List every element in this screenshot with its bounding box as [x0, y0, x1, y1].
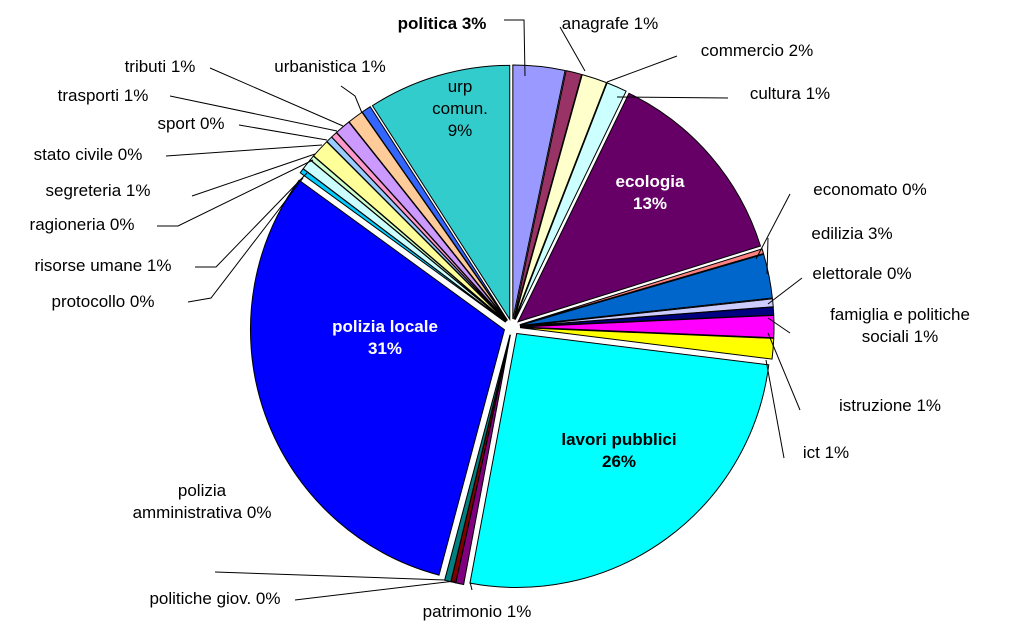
- label-line: anagrafe 1%: [562, 14, 658, 33]
- leader-urbanistica-1: [340, 85, 363, 114]
- label-trasporti-1: trasporti 1%: [58, 86, 149, 105]
- slice-urbanistica-1: [361, 105, 508, 321]
- leader-elettorale-0: [767, 277, 803, 305]
- label-stato-civile-0: stato civile 0%: [34, 145, 143, 164]
- label-line: ict 1%: [803, 443, 849, 462]
- leader-economato-0: [755, 193, 791, 260]
- leader-ict-1: [765, 359, 785, 459]
- label-ict-1: ict 1%: [803, 443, 849, 462]
- slice-istruzione-1: [519, 314, 775, 339]
- label-ragioneria-0: ragioneria 0%: [30, 215, 135, 234]
- label-line: famiglia e politiche: [830, 305, 970, 324]
- leader-protocollo-0: [187, 177, 304, 303]
- label-urp-comun-9: urp comun. 9%: [432, 77, 488, 140]
- label-ecologia-13: ecologia 13%: [616, 172, 686, 213]
- label-lavori-pubblici-26: lavori pubblici 26%: [561, 430, 676, 471]
- label-sport-0: sport 0%: [157, 114, 224, 133]
- label-line: amministrativa 0%: [133, 503, 272, 522]
- leader-commercio-2: [606, 55, 678, 83]
- label-line: comun.: [432, 99, 488, 118]
- label-politica-3: politica 3%: [398, 14, 487, 33]
- label-segreteria-1: segreteria 1%: [46, 181, 151, 200]
- label-patrimonio-1: patrimonio 1%: [423, 602, 532, 621]
- slice-politica-3: [512, 64, 566, 320]
- label-line: trasporti 1%: [58, 86, 149, 105]
- slice-polizia-locale-31: [249, 179, 506, 576]
- leader-cultura-1: [616, 96, 729, 99]
- label-line: patrimonio 1%: [423, 602, 532, 621]
- slice-cultura-1: [514, 82, 627, 320]
- label-famiglia-e-politiche-sociali-1: famiglia e politiche sociali 1%: [830, 305, 970, 346]
- slice-ict-1: [519, 327, 775, 360]
- label-line: politica 3%: [398, 14, 487, 33]
- leader-edilizia-3: [766, 237, 769, 275]
- leader-sport-0: [238, 124, 328, 141]
- leader-famiglia-e-politiche-sociali-1: [767, 317, 791, 334]
- label-commercio-2: commercio 2%: [701, 41, 813, 60]
- label-line: sociali 1%: [862, 327, 939, 346]
- label-protocollo-0: protocollo 0%: [51, 292, 154, 311]
- label-line: polizia: [178, 481, 227, 500]
- label-line: urbanistica 1%: [274, 57, 386, 76]
- leader-politica-3: [504, 19, 526, 77]
- label-edilizia-3: edilizia 3%: [811, 224, 892, 243]
- slice-anagrafe-1: [513, 70, 583, 320]
- label-elettorale-0: elettorale 0%: [812, 264, 911, 283]
- label-line: sport 0%: [157, 114, 224, 133]
- label-line: protocollo 0%: [51, 292, 154, 311]
- label-polizia-amministrativa-0: polizia amministrativa 0%: [133, 481, 272, 522]
- leader-politiche-giov-0: [294, 580, 456, 601]
- leader-istruzione-1: [767, 332, 801, 411]
- leader-risorse-umane-1: [195, 172, 308, 268]
- label-line: 13%: [633, 194, 667, 213]
- label-urbanistica-1: urbanistica 1%: [274, 57, 386, 76]
- label-line: segreteria 1%: [46, 181, 151, 200]
- label-line: risorse umane 1%: [34, 256, 171, 275]
- slice-edilizia-3: [519, 253, 773, 326]
- leader-segreteria-1: [191, 153, 316, 197]
- leader-polizia-amministrativa-0: [214, 571, 446, 581]
- leader-tributi-1: [209, 67, 344, 127]
- leader-lines: [157, 19, 803, 601]
- label-risorse-umane-1: risorse umane 1%: [34, 256, 171, 275]
- label-polizia-locale-31: polizia locale 31%: [332, 317, 438, 358]
- label-line: 31%: [368, 339, 402, 358]
- slice-commercio-2: [514, 73, 608, 320]
- leader-ragioneria-0: [157, 159, 314, 227]
- slice-trasporti-1: [335, 121, 508, 322]
- label-cultura-1: cultura 1%: [750, 84, 830, 103]
- slice-lavori-pubblici-26: [469, 332, 770, 588]
- label-line: lavori pubblici: [561, 430, 676, 449]
- label-line: cultura 1%: [750, 84, 830, 103]
- label-line: politiche giov. 0%: [149, 589, 280, 608]
- label-line: ragioneria 0%: [30, 215, 135, 234]
- label-line: stato civile 0%: [34, 145, 143, 164]
- slice-urp-comun-9: [371, 64, 511, 322]
- label-line: 26%: [602, 452, 636, 471]
- label-line: edilizia 3%: [811, 224, 892, 243]
- slice-economato-0: [519, 248, 765, 326]
- label-anagrafe-1: anagrafe 1%: [562, 14, 658, 33]
- leader-anagrafe-1: [559, 26, 586, 72]
- slice-labels: politica 3% anagrafe 1% commercio 2% cultur…: [30, 14, 970, 621]
- pie-slices: [249, 64, 775, 588]
- slice-ecologia-13: [517, 92, 762, 323]
- label-line: commercio 2%: [701, 41, 813, 60]
- label-line: polizia locale: [332, 317, 438, 336]
- label-istruzione-1: istruzione 1%: [839, 396, 941, 415]
- leader-patrimonio-1: [469, 581, 473, 591]
- label-line: elettorale 0%: [812, 264, 911, 283]
- label-line: istruzione 1%: [839, 396, 941, 415]
- label-tributi-1: tributi 1%: [125, 57, 196, 76]
- label-line: urp: [448, 77, 473, 96]
- label-politiche-giov-0: politiche giov. 0%: [149, 589, 280, 608]
- label-line: tributi 1%: [125, 57, 196, 76]
- label-line: economato 0%: [813, 180, 926, 199]
- label-line: ecologia: [616, 172, 686, 191]
- leader-stato-civile-0: [165, 144, 323, 157]
- label-line: 9%: [448, 121, 473, 140]
- label-economato-0: economato 0%: [813, 180, 926, 199]
- leader-trasporti-1: [169, 95, 338, 132]
